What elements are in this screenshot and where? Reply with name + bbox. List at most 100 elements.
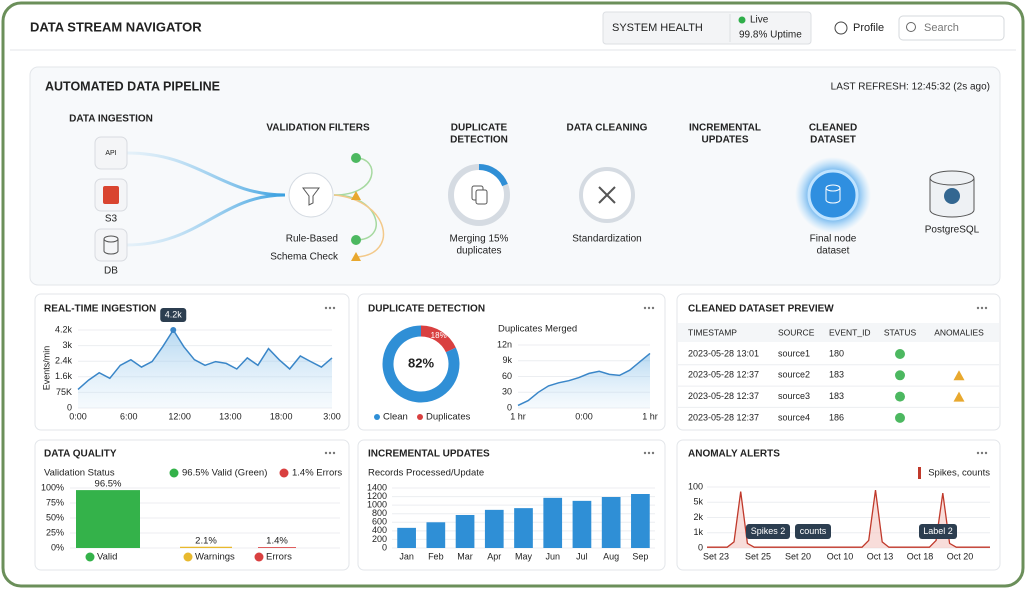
filter-icon	[302, 187, 320, 206]
stage-label: DATA INGESTION	[69, 114, 153, 125]
y-tick-label: 30	[502, 387, 512, 397]
menu-dot[interactable]	[328, 306, 332, 310]
segment-label: 18%	[431, 331, 447, 340]
y-tick-label: 75K	[56, 387, 72, 397]
y-axis-label: Events/min	[41, 346, 51, 391]
pipeline-title: AUTOMATED DATA PIPELINE	[45, 79, 220, 93]
x-tick-label: 6:00	[120, 411, 138, 421]
category-icon	[183, 552, 193, 562]
status-icon	[895, 370, 905, 381]
category-icon	[254, 552, 264, 562]
menu-dot[interactable]	[643, 451, 647, 455]
stage-label: DATA CLEANING	[567, 123, 648, 134]
source-label: S3	[105, 214, 118, 225]
x-tick-label: Jan	[399, 551, 414, 561]
x-tick-label: 18:00	[270, 411, 293, 421]
ok-icon	[351, 153, 361, 163]
x-tick-label: Oct 10	[827, 551, 854, 561]
menu-dot[interactable]	[647, 306, 651, 310]
s3-icon	[103, 186, 119, 204]
cell: source4	[778, 412, 810, 422]
donut-segment	[382, 325, 460, 403]
stage-label: DETECTION	[450, 135, 508, 146]
warn-icon	[351, 252, 361, 261]
x-tick-label: 13:00	[219, 411, 242, 421]
dedup-progress	[478, 164, 508, 187]
y-tick-label: 0	[382, 542, 387, 552]
stage-caption: Final node	[810, 234, 857, 245]
status-icon	[895, 391, 905, 402]
x-tick-label: Feb	[428, 551, 444, 561]
area	[707, 490, 990, 548]
x-tick-label: 12:00	[168, 411, 191, 421]
y-tick-label: 3k	[62, 340, 72, 350]
x-tick-label: May	[515, 551, 533, 561]
menu-dot[interactable]	[651, 306, 655, 310]
menu-dot[interactable]	[980, 451, 984, 455]
chart-title: Duplicates Merged	[498, 324, 577, 335]
menu-dot[interactable]	[332, 451, 336, 455]
menu-dot[interactable]	[976, 451, 980, 455]
menu-dot[interactable]	[984, 306, 988, 310]
y-tick-label: 2.4k	[55, 356, 73, 366]
menu-dot[interactable]	[324, 451, 328, 455]
y-tick-label: 9k	[502, 355, 512, 365]
flow	[126, 193, 286, 247]
legend-swatch	[417, 414, 423, 420]
x-tick-label: 3:00	[323, 411, 341, 421]
cell: 180	[829, 348, 844, 358]
bar	[426, 522, 446, 548]
health-box	[602, 11, 812, 45]
card-title: DATA QUALITY	[44, 449, 117, 460]
menu-dot[interactable]	[647, 451, 651, 455]
column-header: STATUS	[884, 327, 917, 337]
flow	[333, 194, 385, 258]
search-box[interactable]	[898, 15, 1005, 41]
annotation-badge	[919, 524, 957, 539]
annotation: Spikes 2	[751, 526, 786, 536]
x-tick-label: 0:00	[69, 411, 87, 421]
y-tick-label: 5k	[693, 497, 703, 507]
y-tick-label: 100%	[41, 482, 64, 492]
x-tick-label: Warnings	[195, 552, 235, 563]
stage-label: UPDATES	[701, 135, 748, 146]
cell: source3	[778, 391, 810, 401]
menu-dot[interactable]	[984, 451, 988, 455]
cell: 2023-05-28 12:37	[688, 370, 759, 380]
x-tick-label: Oct 18	[907, 551, 934, 561]
menu-dot[interactable]	[976, 306, 980, 310]
anomaly-icon	[953, 370, 965, 381]
bar	[258, 547, 296, 548]
status-icon	[895, 412, 905, 423]
profile[interactable]: Profile	[853, 22, 884, 34]
bar	[601, 497, 621, 548]
dataset-icon	[825, 188, 841, 204]
column-header: SOURCE	[778, 327, 815, 337]
y-tick-label: 1000	[367, 500, 387, 510]
pipeline-panel	[29, 66, 1001, 286]
bar	[180, 546, 232, 548]
stage-caption: Schema Check	[270, 252, 339, 263]
x-tick-label: Set 20	[785, 551, 811, 561]
x-tick-label: Oct 13	[867, 551, 894, 561]
menu-dot[interactable]	[651, 451, 655, 455]
menu-dot[interactable]	[643, 306, 647, 310]
clean-icon	[598, 186, 616, 204]
menu-dot[interactable]	[328, 451, 332, 455]
menu-dot[interactable]	[980, 306, 984, 310]
y-tick-label: 1.6k	[55, 371, 73, 381]
menu-dot[interactable]	[332, 306, 336, 310]
cell: 2023-05-28 12:37	[688, 412, 759, 422]
x-tick-label: Valid	[97, 552, 117, 563]
value-label: 1.4%	[266, 536, 288, 547]
y-tick-label: 100	[688, 481, 703, 491]
peak-badge	[160, 308, 187, 322]
flow	[126, 151, 286, 197]
search-placeholder[interactable]: Search	[924, 22, 959, 34]
peak-label: 4.2k	[165, 309, 183, 319]
y-tick-label: 0	[507, 402, 512, 412]
profile-icon[interactable]	[834, 21, 848, 35]
menu-dot[interactable]	[324, 306, 328, 310]
x-tick-label: Errors	[266, 552, 292, 563]
source-icon	[94, 136, 128, 170]
